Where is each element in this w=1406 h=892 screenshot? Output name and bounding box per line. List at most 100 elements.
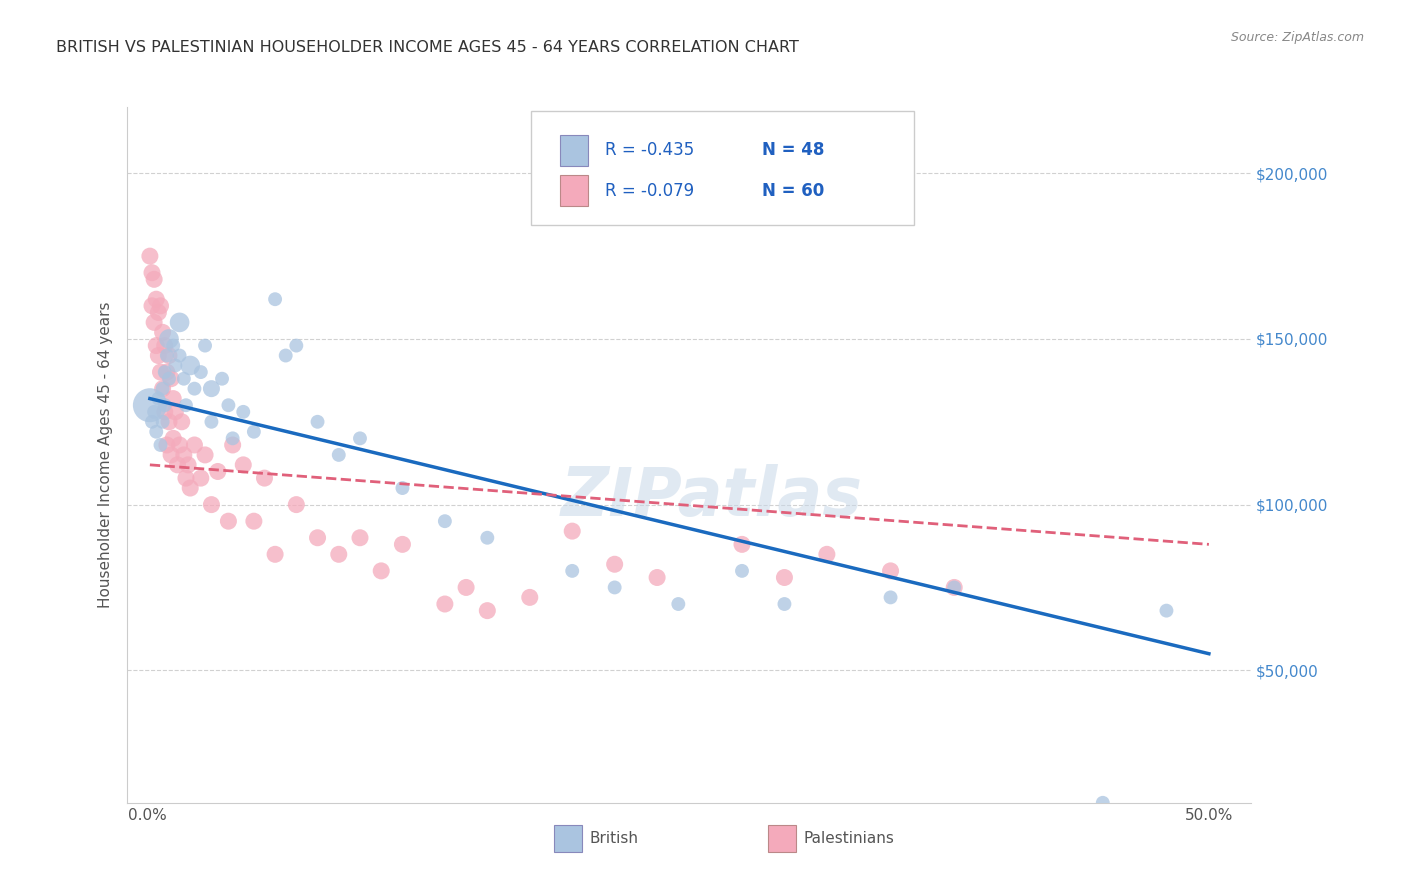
Point xyxy=(165,359,187,373)
Point xyxy=(153,405,176,419)
Point xyxy=(152,326,174,340)
Point xyxy=(645,570,668,584)
Point xyxy=(174,398,197,412)
Point xyxy=(179,359,201,373)
Point xyxy=(169,315,191,329)
Point xyxy=(152,382,174,396)
Point xyxy=(170,415,193,429)
Point xyxy=(156,438,179,452)
Point xyxy=(148,349,170,363)
Point xyxy=(148,305,170,319)
Point xyxy=(162,431,184,445)
Point xyxy=(157,372,180,386)
Point xyxy=(165,405,187,419)
Point xyxy=(157,415,180,429)
Point xyxy=(217,514,239,528)
Point xyxy=(666,597,689,611)
Point xyxy=(253,471,276,485)
Point xyxy=(561,564,583,578)
Text: British: British xyxy=(591,830,638,846)
Point xyxy=(307,415,329,429)
Point xyxy=(153,398,176,412)
Point xyxy=(200,415,222,429)
Point xyxy=(152,415,174,429)
Bar xyxy=(554,825,582,852)
Text: N = 60: N = 60 xyxy=(762,182,824,200)
Point xyxy=(519,591,541,605)
Point xyxy=(153,338,176,352)
Point xyxy=(264,547,287,561)
Point xyxy=(173,372,195,386)
Point xyxy=(157,349,180,363)
Y-axis label: Householder Income Ages 45 - 64 years: Householder Income Ages 45 - 64 years xyxy=(98,301,114,608)
Point xyxy=(477,531,499,545)
Point xyxy=(879,564,901,578)
Point xyxy=(143,315,166,329)
Point xyxy=(1091,796,1114,810)
Point xyxy=(160,448,183,462)
Point xyxy=(149,438,172,452)
Point xyxy=(433,597,456,611)
Point xyxy=(173,448,195,462)
Point xyxy=(232,458,254,472)
Point xyxy=(603,558,626,572)
Point xyxy=(243,514,266,528)
Point xyxy=(221,438,243,452)
Point xyxy=(190,365,212,379)
Point xyxy=(773,597,796,611)
Text: Palestinians: Palestinians xyxy=(804,830,894,846)
Point xyxy=(139,249,162,263)
Point xyxy=(815,547,838,561)
Point xyxy=(391,537,413,551)
Point xyxy=(145,425,167,439)
Point xyxy=(177,458,200,472)
Point xyxy=(307,531,329,545)
Point xyxy=(349,431,371,445)
Point xyxy=(391,481,413,495)
Point xyxy=(143,405,166,419)
Bar xyxy=(768,825,796,852)
Bar xyxy=(560,135,588,166)
Point xyxy=(157,332,180,346)
Text: Source: ZipAtlas.com: Source: ZipAtlas.com xyxy=(1230,31,1364,45)
Point xyxy=(183,438,205,452)
Point xyxy=(190,471,212,485)
Point xyxy=(148,392,170,406)
Point xyxy=(773,570,796,584)
Point xyxy=(141,299,163,313)
Point xyxy=(349,531,371,545)
Point xyxy=(285,338,308,352)
Point xyxy=(169,438,191,452)
Point xyxy=(149,299,172,313)
Point xyxy=(169,349,191,363)
Point xyxy=(141,266,163,280)
Point xyxy=(879,591,901,605)
Point xyxy=(194,338,217,352)
Point xyxy=(153,365,176,379)
Point xyxy=(152,382,174,396)
Text: BRITISH VS PALESTINIAN HOUSEHOLDER INCOME AGES 45 - 64 YEARS CORRELATION CHART: BRITISH VS PALESTINIAN HOUSEHOLDER INCOM… xyxy=(56,40,799,55)
Point xyxy=(174,471,197,485)
Point xyxy=(156,365,179,379)
Point xyxy=(221,431,243,445)
Point xyxy=(1156,604,1178,618)
Text: ZIPatlas: ZIPatlas xyxy=(561,464,862,530)
Point xyxy=(160,372,183,386)
Point xyxy=(370,564,392,578)
Point xyxy=(183,382,205,396)
Point xyxy=(149,365,172,379)
Point xyxy=(456,581,478,595)
Point xyxy=(433,514,456,528)
Point xyxy=(179,481,201,495)
Point xyxy=(731,537,754,551)
Point xyxy=(162,392,184,406)
Point xyxy=(561,524,583,538)
Point xyxy=(145,292,167,306)
Point xyxy=(328,448,350,462)
Text: N = 48: N = 48 xyxy=(762,141,824,159)
Bar xyxy=(560,175,588,206)
Point xyxy=(200,382,222,396)
Point xyxy=(145,338,167,352)
Point xyxy=(156,349,179,363)
FancyBboxPatch shape xyxy=(531,111,914,226)
